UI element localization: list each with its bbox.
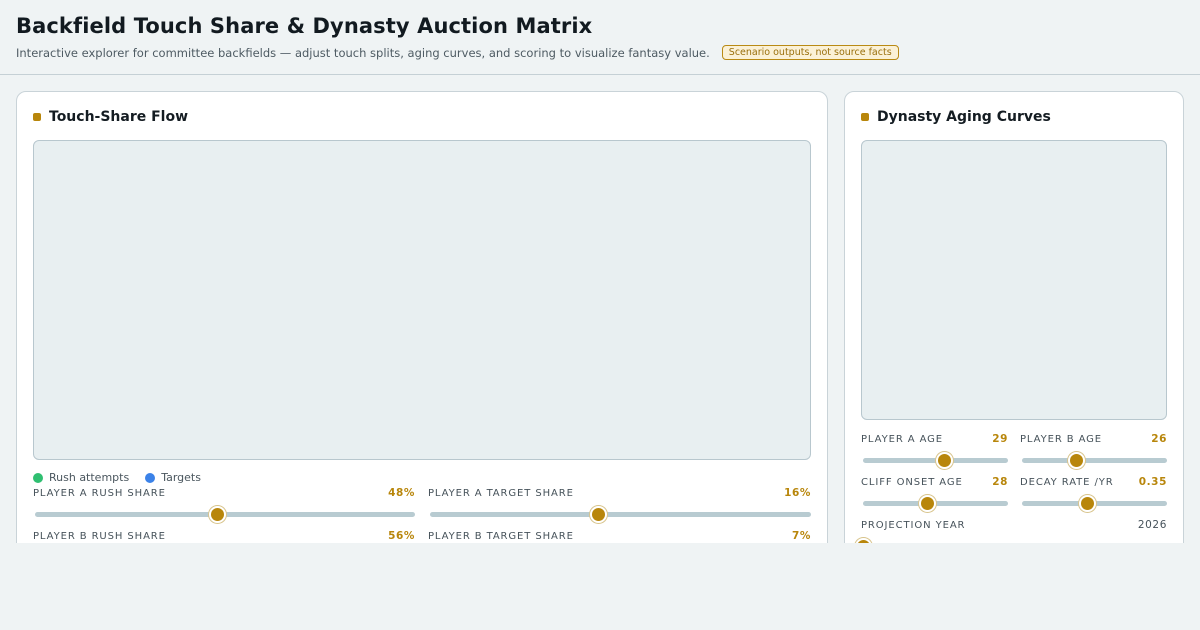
slider-thumb[interactable] <box>209 506 227 523</box>
cliff-onset-age-slider[interactable] <box>863 495 1008 512</box>
player-a-age-slider[interactable] <box>863 452 1008 469</box>
projection-year-value: 2026 <box>1137 519 1167 531</box>
aging-curves-title: Dynasty Aging Curves <box>861 109 1051 125</box>
touch-share-plot[interactable] <box>33 140 811 460</box>
projection-year-control: Projection year 2026 <box>855 519 1167 543</box>
player-a-age-value: 29 <box>992 433 1008 445</box>
touch-share-title-text: Touch-Share Flow <box>49 109 189 125</box>
aging-curves-card: Dynasty Aging Curves Player A age 29 Pla… <box>844 91 1184 543</box>
touch-share-legend: Rush attempts Targets <box>33 471 201 484</box>
player-a-age-control: Player A age 29 <box>861 433 1008 471</box>
player-b-age-control: Player B age 26 <box>1020 433 1167 471</box>
touch-share-card: Touch-Share Flow Rush attempts Targets P… <box>16 91 828 543</box>
cliff-onset-age-value: 28 <box>992 476 1008 488</box>
player-b-rush-share-label: Player B rush share <box>33 531 166 542</box>
decay-rate-value: 0.35 <box>1138 476 1167 488</box>
title-marker-icon <box>33 113 41 121</box>
projection-year-label: Projection year <box>861 520 966 531</box>
title-marker-icon <box>861 113 869 121</box>
player-b-target-share-value: 7% <box>791 530 811 542</box>
player-a-rush-share-slider[interactable] <box>35 506 415 523</box>
decay-rate-control: Decay rate /yr 0.35 <box>1020 476 1167 514</box>
scenario-badge: Scenario outputs, not source facts <box>721 45 899 60</box>
player-b-target-share-label: Player B target share <box>428 531 574 542</box>
decay-rate-slider[interactable] <box>1022 495 1167 512</box>
slider-thumb[interactable] <box>1079 495 1097 512</box>
targets-dot-icon <box>145 472 156 483</box>
cliff-onset-age-label: Cliff onset age <box>861 477 963 488</box>
legend-label-targets: Targets <box>161 471 201 484</box>
player-a-target-share-slider[interactable] <box>430 506 811 523</box>
player-b-rush-share-value: 56% <box>388 530 415 542</box>
page-title: Backfield Touch Share & Dynasty Auction … <box>16 14 593 38</box>
player-a-rush-share-label: Player A rush share <box>33 488 166 499</box>
slider-thumb[interactable] <box>855 538 872 543</box>
legend-label-rush: Rush attempts <box>49 471 130 484</box>
player-b-age-label: Player B age <box>1020 434 1103 445</box>
touch-share-title: Touch-Share Flow <box>33 109 188 125</box>
aging-curves-plot[interactable] <box>861 140 1167 420</box>
page-header: Backfield Touch Share & Dynasty Auction … <box>0 0 1200 75</box>
decay-rate-label: Decay rate /yr <box>1020 477 1114 488</box>
aging-curves-title-text: Dynasty Aging Curves <box>877 109 1051 125</box>
slider-thumb[interactable] <box>589 506 607 523</box>
player-b-rush-share-control: Player B rush share 56% <box>33 530 415 543</box>
main-content[interactable]: Touch-Share Flow Rush attempts Targets P… <box>0 76 1200 543</box>
player-a-target-share-label: Player A target share <box>428 488 574 499</box>
player-b-age-slider[interactable] <box>1022 452 1167 469</box>
player-a-age-label: Player A age <box>861 434 944 445</box>
player-b-target-share-control: Player B target share 7% <box>428 530 811 543</box>
player-a-target-share-value: 16% <box>784 487 811 499</box>
slider-thumb[interactable] <box>918 495 936 512</box>
rush-dot-icon <box>33 472 43 483</box>
legend-item-targets: Targets <box>145 471 201 484</box>
player-a-rush-share-value: 48% <box>388 487 415 499</box>
subtitle-row: Interactive explorer for committee backf… <box>16 45 1184 60</box>
slider-thumb[interactable] <box>936 452 954 469</box>
player-b-age-value: 26 <box>1151 433 1167 445</box>
player-a-rush-share-control: Player A rush share 48% <box>33 487 415 525</box>
page-subtitle: Interactive explorer for committee backf… <box>16 45 710 60</box>
slider-thumb[interactable] <box>1067 452 1085 469</box>
legend-item-rush: Rush attempts <box>33 471 129 484</box>
cliff-onset-age-control: Cliff onset age 28 <box>861 476 1008 514</box>
player-a-target-share-control: Player A target share 16% <box>428 487 811 525</box>
